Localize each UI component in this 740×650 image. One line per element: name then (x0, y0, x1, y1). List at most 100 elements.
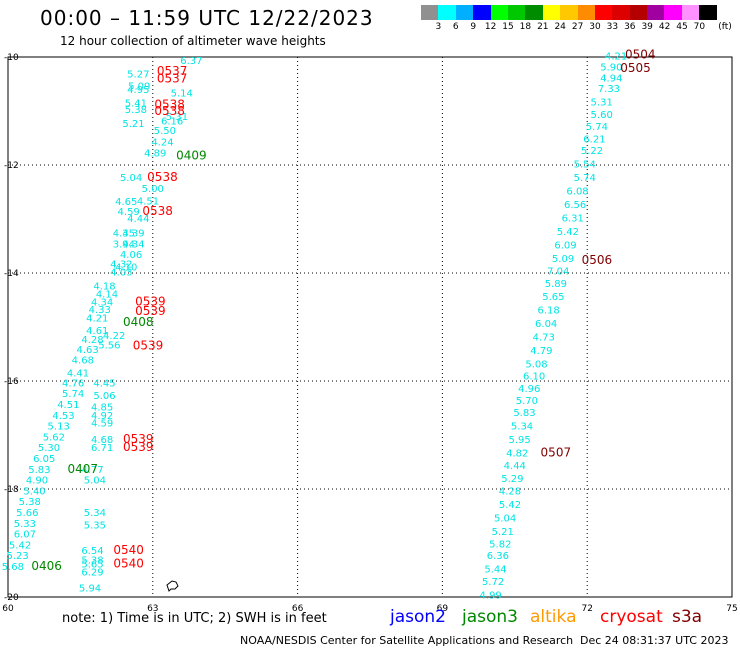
wave-height-label: 5.68 (2, 562, 24, 573)
wave-height-label: 6.05 (33, 454, 55, 465)
wave-height-label: 4.92 (91, 411, 113, 422)
legend-swatch (525, 5, 543, 20)
legend-swatch (699, 5, 717, 20)
pass-time-label: 0539 (123, 440, 154, 454)
wave-height-label: 4.14 (96, 289, 118, 300)
wave-height-label: 4.33 (89, 305, 111, 316)
wave-height-label: 5.13 (48, 422, 70, 433)
wave-height-label: 6.07 (14, 530, 36, 541)
pass-time-label: 0538 (142, 204, 173, 218)
wave-height-label: 6.18 (537, 306, 559, 317)
y-tick-label: -14 (4, 269, 19, 279)
legend-label: 70 (693, 22, 706, 32)
wave-height-label: 6.31 (562, 214, 584, 225)
wave-height-label: 7.04 (547, 267, 569, 278)
wave-height-label: 5.29 (501, 474, 523, 485)
satellite-legend-jason3: jason3 (462, 607, 518, 627)
y-tick-label: -18 (4, 485, 19, 495)
legend-label: 18 (519, 22, 532, 32)
pass-time-label: 0505 (620, 61, 651, 75)
legend-label: 24 (554, 22, 566, 32)
wave-height-label: 5.38 (81, 556, 103, 567)
wave-height-label: 6.71 (91, 443, 113, 454)
wave-height-label: 5.04 (494, 513, 516, 524)
pass-time-label: 0537 (157, 64, 188, 78)
wave-height-label: 4.59 (118, 207, 140, 218)
legend-swatch (647, 5, 665, 20)
wave-height-label: 4.94 (600, 73, 622, 84)
wave-height-label: 5.90 (600, 63, 622, 74)
legend-swatch (455, 5, 474, 20)
pass-time-label: 0540 (113, 556, 144, 570)
pass-time-label: 0538 (154, 104, 185, 118)
wave-height-label: 4.34 (122, 240, 144, 251)
wave-height-label: 6.08 (566, 187, 588, 198)
wave-height-label: 5.34 (511, 422, 533, 433)
wave-height-label: 4.21 (605, 52, 627, 63)
wave-height-label: 5.00 (142, 184, 164, 195)
wave-height-label: 4.96 (518, 384, 540, 395)
wave-height-label: 5.95 (508, 435, 530, 446)
legend-swatch (612, 5, 630, 20)
wave-height-label: 4.76 (62, 378, 84, 389)
wave-height-label: 5.62 (43, 432, 65, 443)
wave-height-label: 5.09 (128, 81, 150, 92)
wave-height-label: 5.66 (16, 508, 38, 519)
wave-height-label: 5.35 (84, 520, 106, 531)
wave-height-label: 5.23 (7, 551, 29, 562)
wave-height-label: 6.04 (535, 319, 557, 330)
wave-height-label: 5.44 (484, 565, 506, 576)
color-legend-labels: 3 6 9 12 15 18 21 24 27 30 33 36 39 42 45 70 (ft) (421, 22, 732, 34)
pass-time-label: 0506 (582, 253, 613, 267)
wave-height-label: 4.73 (533, 333, 555, 344)
footer-note: note: 1) Time is in UTC; 2) SWH is in fe… (62, 611, 327, 626)
map-frame (7, 56, 733, 598)
wave-height-label: 5.65 (81, 559, 103, 570)
wave-height-label: 7.33 (598, 84, 620, 95)
wave-height-label: 4.28 (499, 486, 521, 497)
wave-height-label: 5.22 (581, 146, 603, 157)
footer-date: Dec 24 08:31:37 UTC 2023 (580, 634, 729, 647)
wave-height-label: 5.94 (79, 584, 101, 595)
wave-height-label: 4.34 (91, 297, 113, 308)
legend-swatch (664, 5, 682, 20)
wave-height-label: 5.54 (574, 160, 596, 171)
wave-height-label: 4.59 (91, 418, 113, 429)
legend-swatch (490, 5, 508, 20)
wave-height-label: 5.31 (591, 98, 613, 109)
wave-height-label: 5.14 (171, 88, 193, 99)
wave-height-label: 5.50 (154, 126, 176, 137)
wave-height-label: 4.90 (26, 476, 48, 487)
legend-label: 15 (502, 22, 514, 32)
wave-height-label: 4.06 (120, 250, 142, 261)
wave-height-label: 4.63 (77, 345, 99, 356)
pass-time-label: 0504 (625, 48, 656, 62)
satellite-legend-cryosat: cryosat (600, 607, 663, 627)
legend-label: 21 (537, 22, 549, 32)
wave-height-label: 4.18 (93, 282, 115, 293)
satellite-legend-s3a: s3a (672, 607, 703, 627)
wave-height-label: 4.68 (72, 356, 94, 367)
wave-height-label: 4.99 (480, 591, 502, 602)
satellite-legend-jason2: jason2 (390, 607, 446, 627)
wave-height-label: 4.53 (52, 411, 74, 422)
pass-time-label: 0406 (31, 559, 62, 573)
wave-height-label: 6.37 (180, 56, 202, 67)
legend-swatch (560, 5, 578, 20)
wave-height-label: 5.82 (489, 539, 511, 550)
wave-height-label: 4.51 (57, 400, 79, 411)
wave-height-label: 6.10 (523, 371, 545, 382)
wave-height-label: 4.41 (67, 369, 89, 380)
pass-time-label: 0538 (147, 170, 178, 184)
wave-height-label: 6.29 (81, 567, 103, 578)
wave-height-label: 5.27 (127, 70, 149, 81)
legend-label: 12 (484, 22, 497, 32)
wave-height-label: 4.89 (144, 148, 166, 159)
legend-swatch (629, 5, 648, 20)
x-tick-label: 72 (581, 604, 592, 614)
wave-height-label: 4.39 (122, 228, 144, 239)
wave-height-label: 5.06 (93, 391, 115, 402)
wave-height-label: 4.32 (110, 260, 132, 271)
y-tick-label: -16 (4, 377, 19, 387)
